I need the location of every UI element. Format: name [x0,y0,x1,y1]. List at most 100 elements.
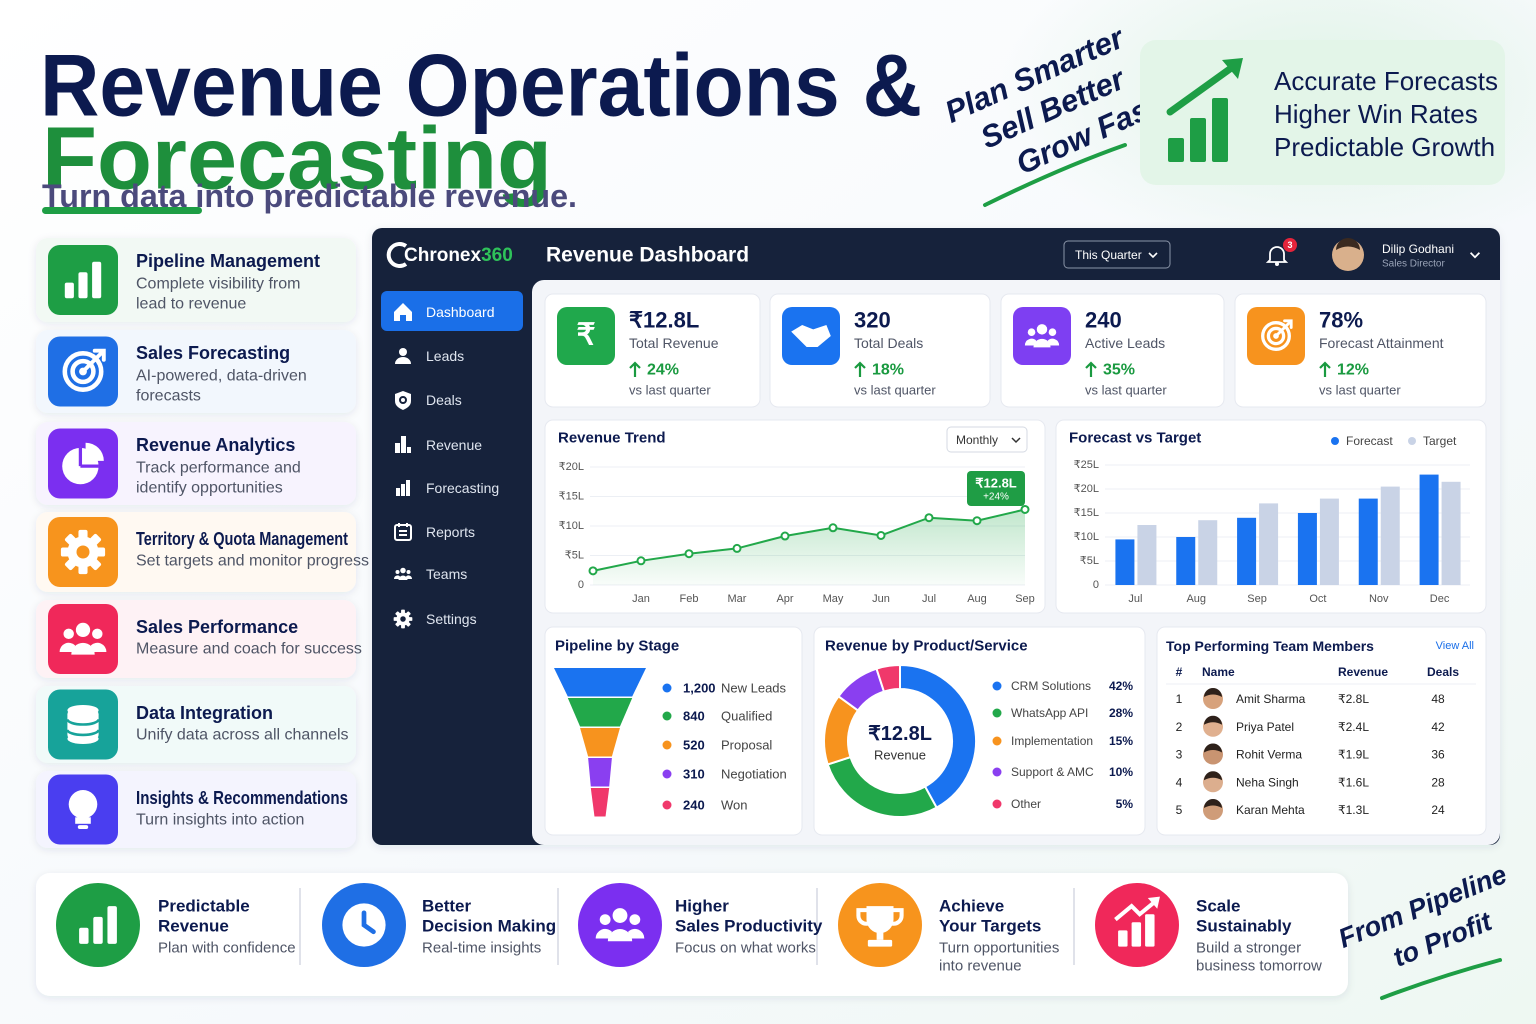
y-tick-label: ₹15L [1074,507,1099,519]
tagline-underline [983,143,1127,207]
legend-dot [662,800,672,810]
y-tick-label: ₹15L [559,491,584,503]
feature-icon-bg [48,604,118,674]
kpi-change: 24% [647,362,679,379]
bar [1297,513,1317,585]
nav-item: Revenue [426,437,482,453]
view-all-link[interactable]: View All [1436,640,1474,652]
kpi-note: vs last quarter [1085,383,1167,398]
icon-shape [64,282,74,299]
nav-active [381,291,523,331]
icon-shape [407,447,411,453]
column-header: Revenue [1338,665,1388,679]
icon-shape [59,642,76,652]
trend-annotation-change: +24% [983,492,1009,503]
icon-shape [66,718,100,726]
table-cell: ₹1.6L [1338,775,1369,789]
table-cell: ₹2.8L [1338,692,1369,706]
title: Revenue Operations & [40,36,922,135]
stage-label: Negotiation [721,767,787,782]
icon-shape [401,436,406,453]
trend-point [924,513,934,523]
dropdown-label: Monthly [956,433,998,447]
highlight-text: Higher Win Rates [1274,99,1478,129]
donut-slice [875,663,901,693]
benefit-desc: Plan with confidence [158,940,296,957]
panel-title: Revenue Trend [558,430,666,447]
icon [1148,252,1158,259]
closing-underline [1380,958,1502,1000]
benefit-title: Revenue [158,917,229,936]
avatar-hair [1336,238,1360,250]
benefit-desc: business tomorrow [1196,958,1322,975]
icon-shape [876,931,884,940]
table-cell: 48 [1431,692,1445,706]
kpi-note: vs last quarter [1319,383,1401,398]
column-header: Name [1202,665,1235,679]
table-cell: 24 [1431,803,1445,817]
table-cell: Karan Mehta [1236,803,1305,817]
feature-title: Pipeline Management [136,251,320,271]
icon [856,906,904,947]
icon-shape [70,358,96,385]
funnel-stage [580,728,620,757]
icon-shape [399,348,407,356]
x-tick-label: Apr [776,593,793,605]
kpi-arrow [1319,361,1331,377]
table-cell: ₹2.4L [1338,720,1369,734]
icon [1469,252,1481,259]
slice-value: 10% [1109,765,1133,779]
icon [342,903,386,947]
dropdown-chevron [1011,437,1021,444]
kpi-value: 240 [1085,308,1122,333]
x-tick-label: Nov [1369,593,1389,605]
icon-shape [1047,338,1060,346]
icon-shape [81,348,106,374]
panel-title: Top Performing Team Members [1166,638,1374,654]
icon [394,303,412,321]
icon-shape [90,642,107,652]
icon-shape [406,575,413,579]
icon-shape [1024,338,1037,346]
column-header: # [1176,665,1183,679]
dashboard-title: Revenue Dashboard [546,244,749,267]
benefit-desc: into revenue [939,958,1022,975]
icon-shape [399,396,407,404]
trend-annotation: ₹12.8L [975,476,1017,491]
icon [60,529,106,575]
slice-value: 42% [1109,679,1133,693]
icon [59,622,107,655]
funnel-stage [588,758,612,787]
icon-shape [75,622,91,638]
icon-shape [68,790,98,819]
bar [1137,525,1157,585]
icon-shape [361,910,376,935]
table-cell: Amit Sharma [1236,692,1306,706]
icon-shape [406,480,410,496]
bar [1198,520,1218,585]
dashboard-content-edge [1480,280,1500,300]
icon-shape [395,391,411,410]
notification-count: 3 [1287,240,1292,250]
slice-value: 28% [1109,706,1133,720]
x-tick-label: Sep [1015,593,1035,605]
feature-desc: forecasts [136,388,201,405]
kpi-label: Active Leads [1085,335,1165,351]
highlight-bar [1190,118,1206,162]
kpi-icon: ₹ [576,319,595,352]
icon-shape [1275,262,1279,266]
stage-value: 520 [683,738,705,753]
icon-shape [398,575,408,580]
x-tick-label: Jun [872,593,890,605]
icon-shape [1114,900,1156,922]
icon-shape [77,825,89,829]
feature-desc: AI-powered, data-driven [136,368,307,385]
icon-shape [867,939,893,947]
icon-shape [67,733,99,744]
nav-item: Reports [426,524,475,540]
trend-point [684,549,694,559]
icon-shape [1147,896,1160,909]
feature-desc: identify opportunities [136,480,283,497]
icon [68,790,98,829]
stage-label: Qualified [721,709,772,724]
